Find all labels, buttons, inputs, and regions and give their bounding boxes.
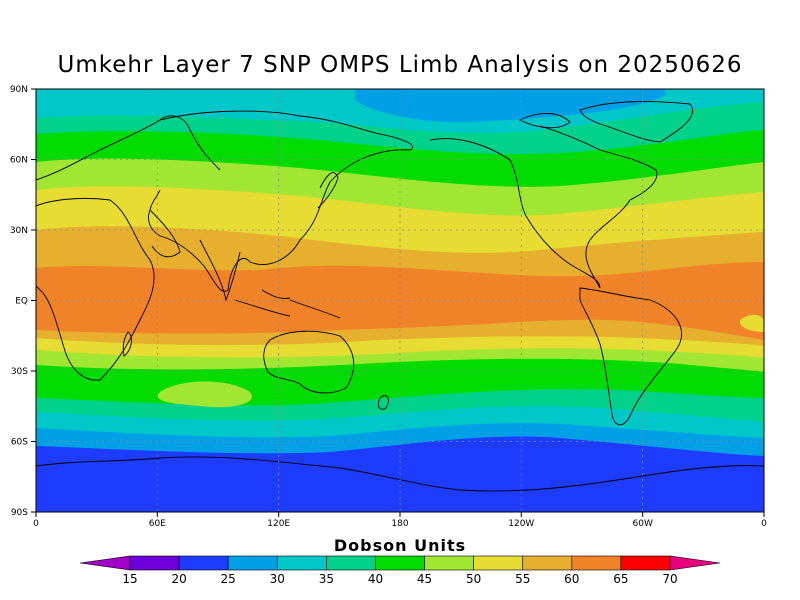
lon-tick-label: 120E bbox=[267, 519, 290, 529]
colorbar-box bbox=[375, 555, 425, 571]
lon-tick-labels: 0 60E 120E 180 120W 60W 0 bbox=[33, 519, 767, 529]
colorbar-label: 35 bbox=[319, 572, 334, 586]
asia-coast bbox=[148, 110, 413, 292]
lat-tick-label: 60N bbox=[10, 156, 28, 166]
colorbar-label: 30 bbox=[270, 572, 285, 586]
colorbar-box bbox=[571, 555, 622, 571]
colorbar-label: 20 bbox=[171, 572, 186, 586]
lat-tick-label: EQ bbox=[15, 297, 28, 307]
arctic-islands bbox=[518, 113, 571, 129]
patch-55-atlantic bbox=[739, 314, 764, 332]
lon-tick-label: 60W bbox=[633, 519, 653, 529]
madagascar-coast bbox=[122, 331, 132, 357]
patch-50-indian bbox=[157, 381, 252, 408]
india-coast bbox=[199, 239, 241, 302]
indonesia-coast bbox=[233, 289, 341, 319]
colorbar-label: 60 bbox=[564, 572, 579, 586]
colorbar-box bbox=[326, 555, 376, 571]
colorbar-label: 15 bbox=[122, 572, 137, 586]
band-north-30-patch bbox=[355, 89, 665, 123]
gridlines bbox=[36, 89, 764, 512]
lat-tick-label: 60S bbox=[11, 438, 28, 448]
colorbar-title: Dobson Units bbox=[333, 536, 467, 555]
lat-tick-label: 30S bbox=[11, 367, 28, 377]
lon-tick-label: 60E bbox=[149, 519, 166, 529]
antarctica-coast bbox=[36, 456, 764, 492]
colorbar-box bbox=[424, 555, 474, 571]
colorbar-arrow-high bbox=[669, 555, 721, 571]
colorbar-label: 40 bbox=[368, 572, 383, 586]
greenland-coast bbox=[579, 101, 693, 143]
colorbar-box bbox=[178, 555, 229, 571]
lat-tick-label: 90N bbox=[10, 85, 28, 95]
tick-marks bbox=[31, 88, 765, 517]
colorbar-box bbox=[227, 555, 278, 571]
map-title: Umkehr Layer 7 SNP OMPS Limb Analysis on… bbox=[57, 52, 743, 78]
africa-coast bbox=[36, 197, 155, 381]
colorbar-label: 65 bbox=[613, 572, 628, 586]
northamerica-coast bbox=[429, 125, 658, 289]
lon-tick-label: 0 bbox=[33, 519, 39, 529]
colorbar-label: 50 bbox=[466, 572, 481, 586]
colorbar-label: 55 bbox=[515, 572, 530, 586]
lat-tick-label: 30N bbox=[10, 226, 28, 236]
southamerica-coast bbox=[579, 287, 682, 426]
colorbar-box bbox=[522, 555, 573, 571]
lon-tick-label: 180 bbox=[391, 519, 408, 529]
lon-tick-label: 120W bbox=[508, 519, 534, 529]
colorbar-box bbox=[473, 555, 524, 571]
colorbar-box bbox=[276, 555, 327, 571]
colorbar: 15 20 25 30 35 40 45 50 55 60 65 70 bbox=[79, 555, 721, 586]
japan-coast bbox=[317, 172, 339, 209]
colorbar-label: 70 bbox=[662, 572, 677, 586]
lat-tick-labels: 90N 60N 30N EQ 30S 60S 90S bbox=[10, 85, 28, 518]
arabia-coast bbox=[149, 209, 181, 258]
colorbar-box bbox=[129, 555, 180, 571]
australia-coast bbox=[263, 330, 355, 394]
newzealand-coast bbox=[377, 395, 389, 410]
lat-tick-label: 90S bbox=[11, 508, 28, 518]
colorbar-label: 25 bbox=[221, 572, 236, 586]
europe-coast bbox=[36, 115, 221, 181]
lon-tick-label: 0 bbox=[761, 519, 767, 529]
colorbar-box bbox=[620, 555, 671, 571]
colorbar-arrow-low bbox=[79, 555, 131, 571]
coastlines bbox=[36, 101, 764, 492]
colorbar-label: 45 bbox=[417, 572, 432, 586]
